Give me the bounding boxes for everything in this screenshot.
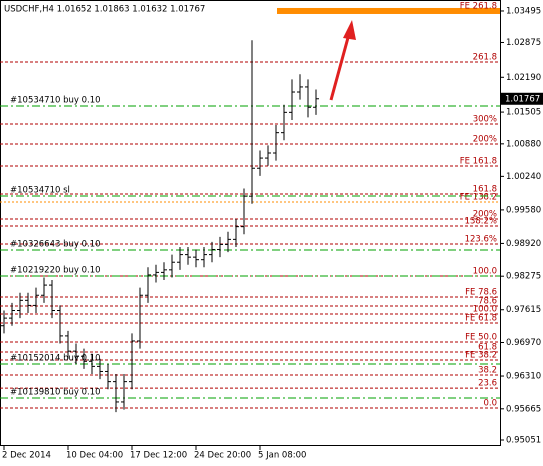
fib-label: 100.0 bbox=[473, 305, 497, 315]
last-price: 1.01767 bbox=[505, 94, 540, 104]
y-tick-label: 0.96970 bbox=[506, 338, 541, 348]
fib-label: 78.6 bbox=[478, 297, 497, 307]
y-tick-label: 0.96310 bbox=[506, 372, 541, 382]
fib-label: 100.0 bbox=[473, 266, 497, 276]
fib-label: FE 38.2 bbox=[465, 351, 497, 361]
x-tick-label: 24 Dec 20:00 bbox=[194, 451, 251, 461]
last-price-box bbox=[501, 92, 543, 105]
fib-label: 200% bbox=[473, 134, 497, 144]
fib-label: FE 161.8 bbox=[460, 156, 497, 166]
fib-label: FE 78.6 bbox=[465, 288, 497, 298]
x-tick-label: 2 Dec 2014 bbox=[2, 451, 51, 461]
y-tick-label: 1.03495 bbox=[506, 6, 541, 16]
fib-label: 138.2% bbox=[465, 216, 497, 226]
y-tick-label: 1.00880 bbox=[506, 139, 541, 149]
fib-label: FE 61.8 bbox=[465, 314, 497, 324]
x-tick-label: 17 Dec 12:00 bbox=[130, 451, 187, 461]
fib-label: FE 261.8 bbox=[460, 1, 497, 11]
chart-title: USDCHF,H4 1.01652 1.01863 1.01632 1.0176… bbox=[4, 5, 205, 15]
fib-label: 261.8 bbox=[473, 52, 497, 62]
plot-frame bbox=[0, 0, 501, 446]
fib-label: FE 50.0 bbox=[465, 333, 497, 343]
x-tick-label: 5 Jan 08:00 bbox=[258, 451, 306, 461]
order-label: #10152014 buy 0.10 bbox=[10, 354, 101, 364]
fib-label: 161.8 bbox=[473, 184, 497, 194]
fib-label: 300% bbox=[473, 114, 497, 124]
x-tick-label: 10 Dec 04:00 bbox=[66, 451, 123, 461]
y-tick-label: 1.00240 bbox=[506, 172, 541, 182]
y-tick-label: 1.01505 bbox=[506, 108, 541, 118]
y-tick-label: 0.98920 bbox=[506, 239, 541, 249]
y-tick-label: 1.02875 bbox=[506, 38, 541, 48]
annotation-arrow bbox=[329, 20, 356, 101]
y-tick-label: 0.98275 bbox=[506, 272, 541, 282]
fib-label: 0.0 bbox=[483, 399, 497, 409]
fib-label: FE 138.2 bbox=[460, 193, 497, 203]
fib-label: 23.6 bbox=[478, 379, 497, 389]
y-tick-label: 0.95051 bbox=[506, 436, 541, 446]
fib-label: 200% bbox=[473, 209, 497, 219]
y-tick-label: 0.99580 bbox=[506, 205, 541, 215]
order-label: #10534710 sl bbox=[10, 186, 70, 196]
fib-label: 61.8 bbox=[478, 343, 497, 353]
fib-label: 123.6% bbox=[465, 235, 497, 245]
fib-band bbox=[277, 7, 500, 14]
y-tick-label: 1.02190 bbox=[506, 73, 541, 83]
order-label: #10326643 buy 0.10 bbox=[10, 240, 101, 250]
y-tick-label: 0.95665 bbox=[506, 404, 541, 414]
fib-label: 38.2 bbox=[478, 366, 497, 376]
order-label: #10139810 buy 0.10 bbox=[10, 388, 101, 398]
order-label: #10534710 buy 0.10 bbox=[10, 95, 101, 105]
order-label: #10219220 buy 0.10 bbox=[10, 265, 101, 275]
y-tick-label: 0.97615 bbox=[506, 305, 541, 315]
